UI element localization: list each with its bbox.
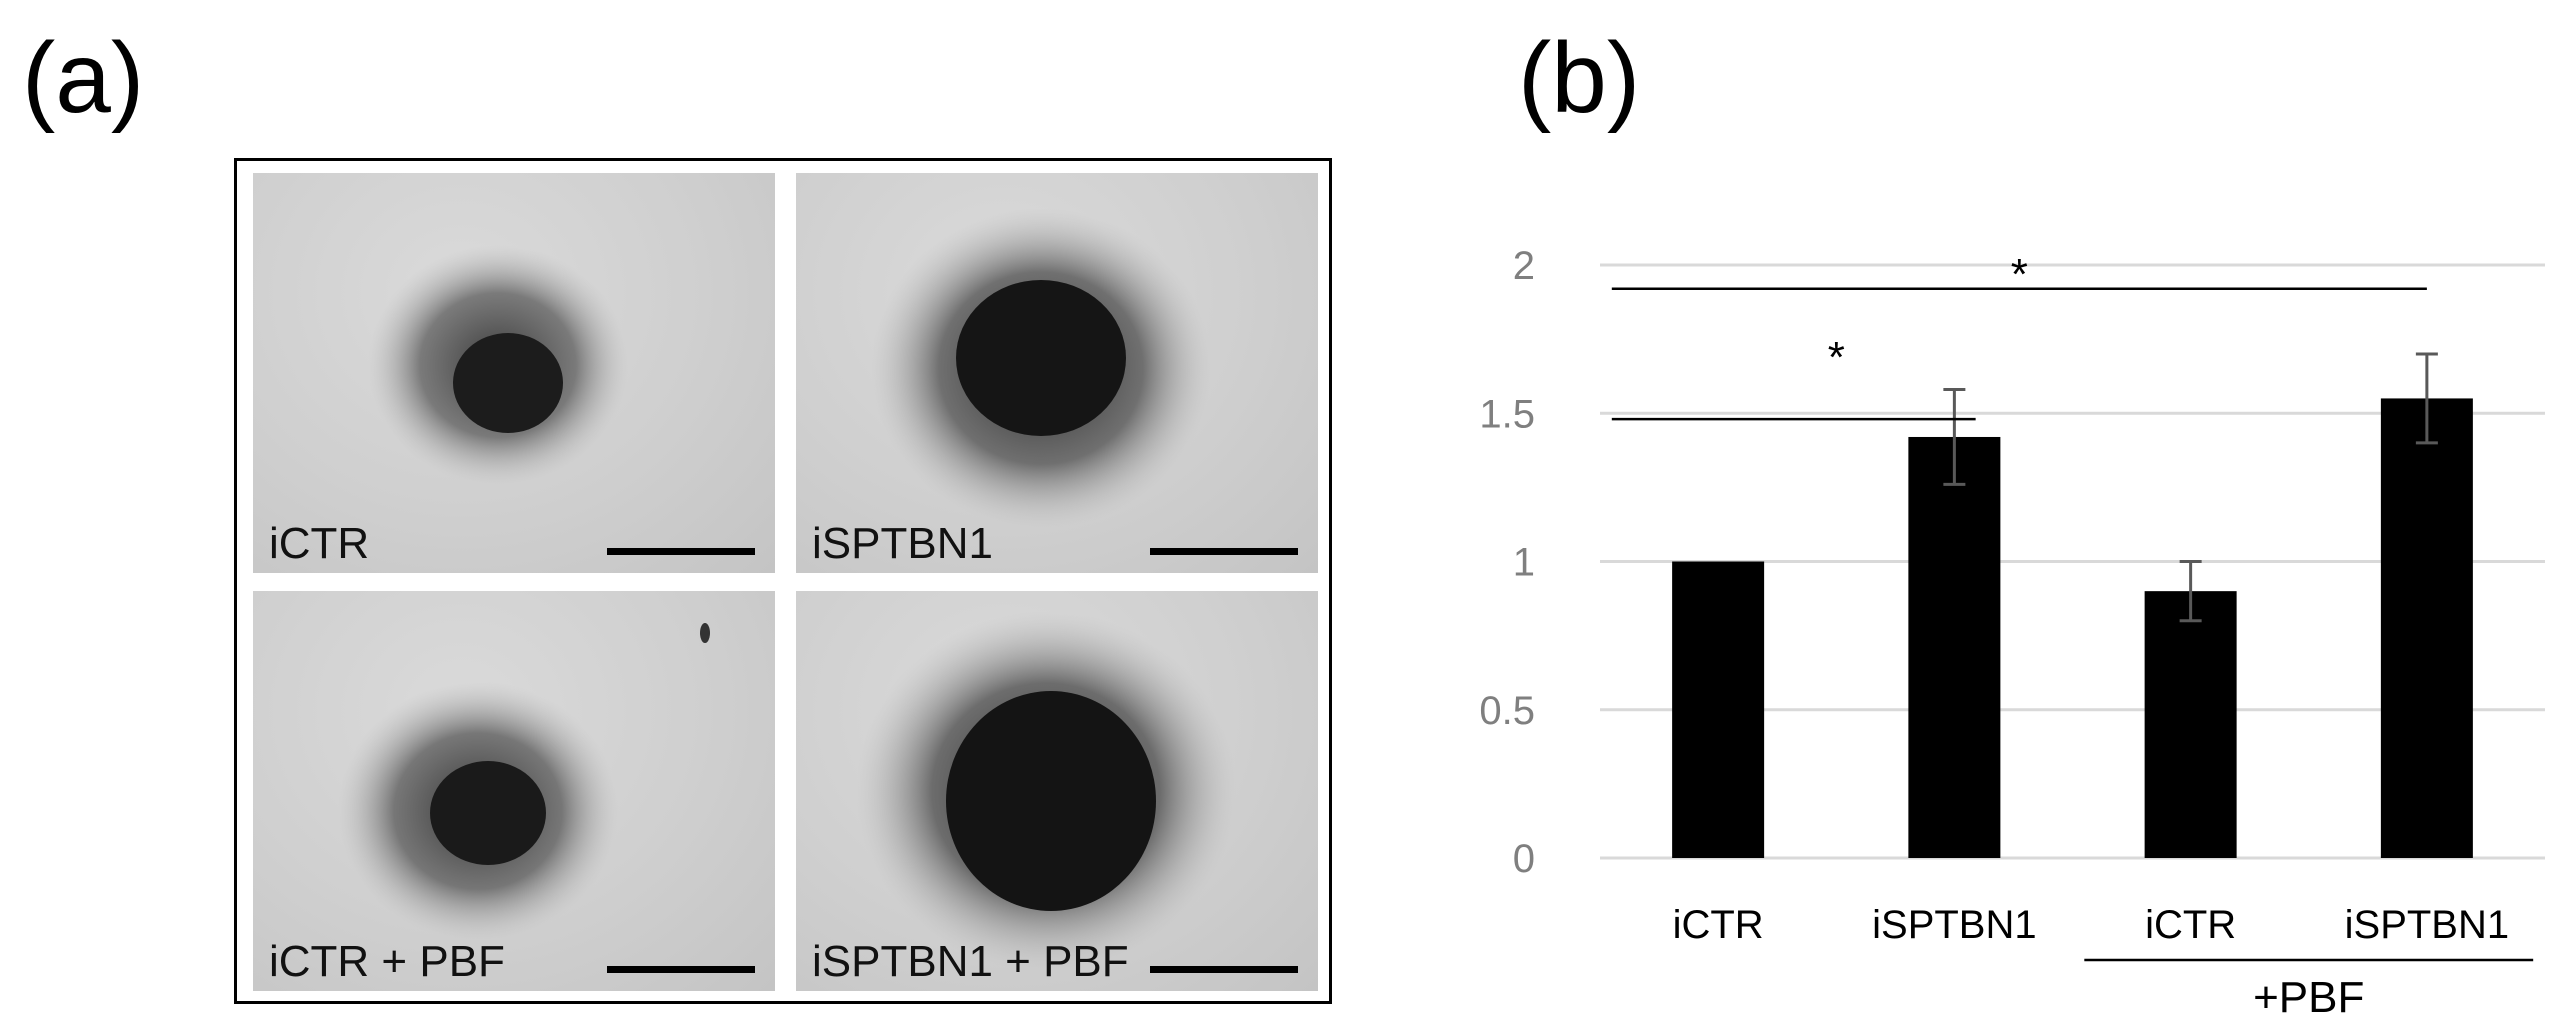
category-labels: iCTR iSPTBN1 iCTR iSPTBN1 xyxy=(1673,903,2510,947)
micrograph-ictr: iCTR xyxy=(253,173,775,573)
micrograph-label: iCTR + PBF xyxy=(269,937,505,986)
bar xyxy=(2144,591,2237,858)
significance-markers: ** xyxy=(1611,250,2427,421)
panel-b-label: (b) xyxy=(1518,22,1641,134)
group-label: +PBF xyxy=(2253,973,2364,1022)
panel-a-label: (a) xyxy=(22,22,145,134)
spheroid-image xyxy=(856,611,1236,971)
group-labels: +PBF xyxy=(2084,958,2534,1022)
scale-bar xyxy=(607,966,755,973)
y-tick-labels: 0 0.5 1 1.5 2 xyxy=(1479,244,1535,881)
spheroid-image xyxy=(338,623,710,941)
micrograph-label: iCTR xyxy=(269,519,370,568)
bar-chart: 00.511.52 iCTR iSPTBN1 iCTR iSPTBN1 +PBF ** xyxy=(1479,244,2545,1022)
y-tick-label: 1.5 xyxy=(1479,392,1535,436)
scale-bar xyxy=(607,548,755,555)
category-label: iCTR xyxy=(2145,903,2236,947)
micrograph-label: iSPTBN1 xyxy=(812,519,993,568)
micrograph-grid: iCTR iSPTBN1 xyxy=(234,158,1332,1004)
spheroid-image xyxy=(871,208,1211,528)
significance-star: * xyxy=(2011,250,2028,299)
significance-star: * xyxy=(1828,333,1845,382)
micrograph-ictr-pbf: iCTR + PBF xyxy=(253,591,775,991)
scale-bar xyxy=(1150,548,1298,555)
bar xyxy=(2380,398,2473,858)
bars xyxy=(1672,398,2473,858)
bar xyxy=(1908,436,2001,858)
y-tick-label: 0 xyxy=(1513,837,1535,881)
micrograph-label: iSPTBN1 + PBF xyxy=(812,937,1129,986)
error-bars xyxy=(1943,352,2438,623)
category-label: iSPTBN1 xyxy=(1872,903,2037,947)
y-tick-label: 2 xyxy=(1513,244,1535,288)
spheroid-image xyxy=(368,245,628,485)
category-label: iSPTBN1 xyxy=(2345,903,2510,947)
y-tick-label: 1 xyxy=(1513,541,1535,585)
scale-bar xyxy=(1150,966,1298,973)
bar xyxy=(1672,561,1765,858)
category-label: iCTR xyxy=(1673,903,1764,947)
micrograph-isptbn1: iSPTBN1 xyxy=(796,173,1318,573)
micrograph-isptbn1-pbf: iSPTBN1 + PBF xyxy=(796,591,1318,991)
y-tick-label: 0.5 xyxy=(1479,689,1535,733)
